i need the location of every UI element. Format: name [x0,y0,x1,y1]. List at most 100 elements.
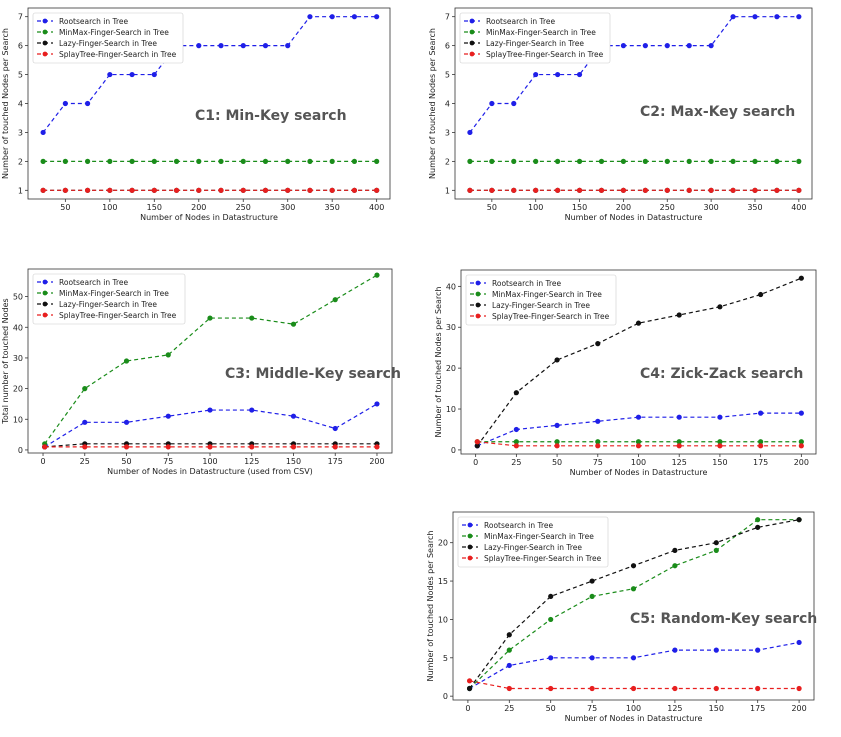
legend-label: SplayTree-Finger-Search in Tree [492,312,610,321]
data-point [554,357,560,363]
data-point [374,272,380,278]
data-point [755,517,761,523]
x-tick-label: 25 [511,458,521,467]
data-point [548,655,554,661]
data-point [589,578,595,584]
x-tick-label: 0 [473,458,478,467]
legend-marker [469,40,475,46]
data-point [555,158,561,164]
data-point [595,439,601,445]
data-point [798,443,804,449]
data-point [755,647,761,653]
panel-annotation: C5: Random-Key search [630,611,817,627]
legend-label: Lazy-Finger-Search in Tree [484,543,582,552]
data-point [554,422,560,428]
data-point [151,158,157,164]
x-tick-label: 175 [328,457,343,466]
x-tick-label: 25 [504,704,514,713]
data-point [489,100,495,107]
data-point [713,685,719,692]
data-point [82,444,88,450]
data-point [249,407,255,413]
series-line [469,641,800,690]
data-point [758,439,764,445]
data-point [249,444,255,450]
y-tick-label: 2 [445,157,450,166]
x-tick-label: 50 [552,458,562,467]
data-point [576,158,583,164]
data-point [664,158,670,164]
x-tick-label: 100 [202,457,217,466]
data-point [620,187,627,193]
data-point [576,187,583,193]
data-point [555,71,561,78]
data-point [511,187,517,193]
data-point [752,158,758,164]
chart-panel-3: 0 25 50 75 100 125 150 175 20001020304050Number … [1,268,401,476]
x-axis-label: Number of Nodes in Datastructure [140,213,278,222]
data-point [642,43,648,49]
data-point [755,524,761,530]
data-point [554,439,560,445]
y-tick-label: 50 [13,293,23,302]
x-axis-label: Number of Nodes in Datastructure [570,468,708,477]
data-point [730,187,736,193]
data-point [676,439,682,445]
data-point [82,386,88,392]
x-tick-label: 400 [791,203,806,212]
data-point [218,158,224,164]
data-point [533,71,539,78]
data-point [467,158,473,164]
data-point [262,187,269,193]
data-point [642,187,648,193]
x-tick-label: 125 [244,457,259,466]
data-point [717,304,723,310]
x-tick-label: 300 [703,203,718,212]
x-tick-label: 150 [147,203,162,212]
y-tick-label: 7 [18,13,23,22]
data-point [672,685,678,692]
data-point [758,443,764,449]
panel-annotation: C1: Min-Key search [195,108,347,124]
x-tick-label: 75 [587,704,597,713]
legend-label: SplayTree-Finger-Search in Tree [59,311,177,320]
legend-marker [42,29,48,35]
y-axis-label: Number of touched Nodes per Search [1,28,10,179]
x-tick-label: 250 [660,203,675,212]
data-point [630,563,637,569]
x-tick-label: 175 [753,458,768,467]
x-tick-label: 250 [236,203,251,212]
data-point [123,444,130,450]
data-point [129,158,135,164]
data-point [554,443,560,449]
legend-label: Lazy-Finger-Search in Tree [486,39,584,48]
x-tick-label: 25 [80,457,90,466]
x-tick-label: 200 [191,203,206,212]
y-tick-label: 10 [438,615,448,624]
data-point [129,187,135,193]
x-tick-label: 75 [163,457,173,466]
legend-marker [42,279,48,285]
legend-label: MinMax-Finger-Search in Tree [492,290,602,299]
y-tick-label: 4 [18,100,23,109]
y-tick-label: 6 [18,42,23,51]
legend-marker [475,313,481,319]
data-point [595,443,601,449]
legend-box [457,516,609,568]
data-point [589,655,595,661]
y-tick-label: 40 [13,323,23,332]
data-point [123,358,130,364]
x-tick-label: 100 [631,458,646,467]
data-point [798,275,804,281]
data-point [796,187,802,193]
data-point [374,14,380,20]
data-point [630,655,637,661]
data-point [374,158,380,164]
x-tick-label: 150 [709,704,724,713]
x-axis-label: Number of Nodes in Datastructure (used f… [107,467,313,476]
y-tick-label: 3 [18,128,23,137]
data-point [642,158,648,164]
y-axis-label: Number of touched Nodes per Search [426,531,435,682]
